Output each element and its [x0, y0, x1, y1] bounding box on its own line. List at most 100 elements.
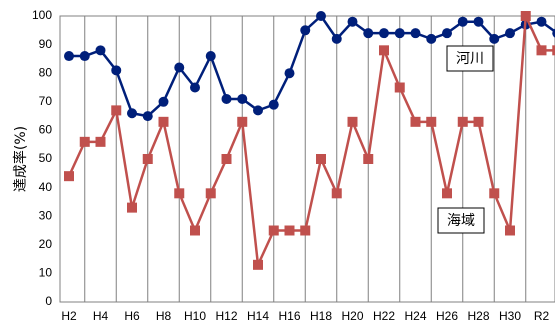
- data-point: [127, 202, 137, 213]
- data-point: [95, 136, 106, 147]
- data-point: [363, 28, 374, 39]
- y-tick-label: 10: [39, 266, 53, 280]
- y-tick-label: 20: [39, 237, 53, 251]
- data-point: [158, 96, 169, 107]
- y-tick-label: 80: [39, 65, 53, 79]
- data-point: [457, 116, 468, 127]
- data-point: [410, 116, 421, 127]
- data-point: [253, 105, 263, 116]
- data-point: [174, 188, 185, 199]
- data-point: [473, 116, 484, 127]
- data-point: [79, 51, 90, 62]
- y-tick-label: 70: [39, 94, 53, 108]
- data-point: [489, 188, 500, 199]
- data-point: [379, 28, 389, 39]
- data-point: [142, 111, 153, 122]
- data-point: [205, 51, 216, 62]
- y-tick-label: 90: [39, 37, 53, 51]
- data-point: [473, 16, 484, 27]
- legend-sea: 海域: [437, 207, 485, 234]
- data-point: [221, 93, 232, 104]
- x-tick-label: H18: [310, 309, 332, 323]
- legend-river-box: [446, 45, 494, 72]
- data-point: [268, 99, 279, 110]
- x-tick-label: H12: [215, 309, 237, 323]
- x-axis-ticks: H2 H4 H6 H8 H10 H12 H14 H16 H18 H20 H22 H24 H26 H28 H3…: [61, 309, 549, 323]
- y-tick-label: 50: [39, 151, 53, 165]
- x-tick-label: R2: [534, 309, 550, 323]
- data-point: [127, 108, 137, 119]
- data-point: [111, 65, 122, 76]
- data-point: [284, 68, 295, 79]
- data-point: [347, 116, 358, 127]
- x-tick-label: H28: [467, 309, 489, 323]
- data-point: [536, 45, 547, 56]
- legend-sea-label: 海域: [447, 213, 475, 229]
- data-point: [394, 82, 405, 93]
- data-point: [142, 154, 153, 164]
- x-tick-label: H10: [184, 309, 206, 323]
- data-point: [505, 28, 515, 39]
- data-point: [505, 225, 515, 236]
- data-point: [79, 136, 90, 147]
- data-point: [410, 28, 421, 39]
- series-sea: [64, 11, 555, 270]
- x-tick-label: H4: [93, 309, 109, 323]
- data-point: [190, 225, 200, 236]
- data-point: [394, 28, 405, 39]
- data-point: [331, 33, 342, 44]
- x-tick-label: H20: [341, 309, 363, 323]
- data-point: [95, 45, 106, 56]
- data-point: [237, 116, 248, 127]
- legend-sea-box: [437, 207, 485, 234]
- data-point: [221, 154, 232, 164]
- data-point: [426, 116, 437, 127]
- data-point: [205, 188, 216, 199]
- x-tick-label: H2: [61, 309, 77, 323]
- data-point: [64, 51, 74, 62]
- legend-river: 河川: [446, 45, 494, 72]
- data-point: [552, 45, 555, 56]
- plot-area-frame: [59, 15, 555, 303]
- data-point: [457, 16, 468, 27]
- data-point: [284, 225, 295, 236]
- data-point: [268, 225, 279, 236]
- data-point: [316, 154, 326, 164]
- series-layer: [64, 11, 555, 270]
- data-point: [536, 16, 547, 27]
- x-tick-label: H14: [247, 309, 269, 323]
- x-tick-label: H24: [404, 309, 426, 323]
- data-point: [111, 105, 122, 116]
- y-tick-label: 60: [39, 123, 53, 137]
- x-tick-label: H8: [156, 309, 172, 323]
- y-tick-label: 0: [45, 294, 52, 308]
- data-point: [442, 28, 452, 39]
- data-point: [237, 93, 248, 104]
- data-point: [489, 33, 500, 44]
- data-point: [300, 225, 311, 236]
- y-axis-label: 達成率(%): [12, 126, 29, 192]
- x-tick-label: H30: [499, 309, 521, 323]
- legend-river-label: 河川: [456, 51, 484, 67]
- y-tick-label: 30: [39, 208, 53, 222]
- data-point: [253, 259, 263, 270]
- data-point: [64, 171, 74, 182]
- data-point: [363, 154, 374, 164]
- data-point: [426, 33, 437, 44]
- data-point: [379, 45, 389, 56]
- data-point: [442, 188, 452, 199]
- series-river: [64, 11, 555, 122]
- data-point: [520, 11, 531, 21]
- x-tick-label: H16: [278, 309, 300, 323]
- y-axis-ticks: 0 10 20 30 40 50 60 70 80 90 100: [32, 8, 52, 308]
- data-point: [158, 116, 169, 127]
- grid-lines: [59, 16, 527, 302]
- y-tick-label: 100: [32, 8, 52, 22]
- data-point: [347, 16, 358, 27]
- x-tick-label: H22: [373, 309, 395, 323]
- data-point: [552, 28, 555, 38]
- data-point: [331, 188, 342, 199]
- data-point: [174, 62, 185, 73]
- data-point: [316, 11, 326, 21]
